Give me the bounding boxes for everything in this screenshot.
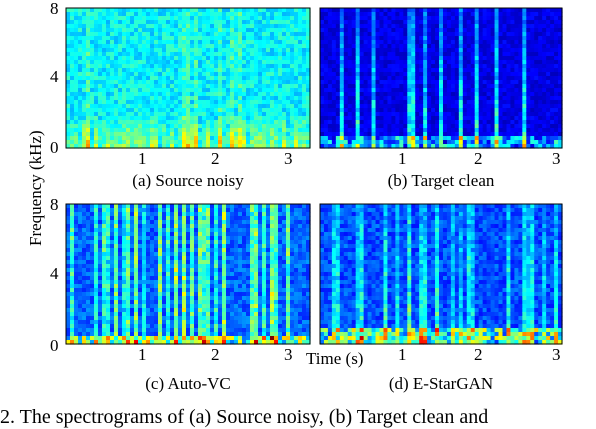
- x-tick-label: 1: [138, 345, 147, 364]
- x-tick-label: 1: [138, 149, 147, 168]
- y-tick-label: 4: [50, 264, 59, 283]
- x-axis-label: Time (s): [306, 349, 364, 368]
- x-tick-label: 2: [211, 149, 220, 168]
- y-tick-label: 4: [50, 67, 59, 86]
- spectrogram-c: [65, 203, 311, 345]
- y-tick-label: 8: [50, 0, 59, 18]
- x-tick-label: 2: [211, 345, 220, 364]
- x-tick-label: 3: [552, 345, 561, 364]
- x-tick-label: 2: [474, 345, 483, 364]
- x-tick-label: 3: [284, 149, 293, 168]
- x-tick-label: 2: [474, 149, 483, 168]
- x-tick-label: 1: [398, 149, 407, 168]
- y-tick-label: 0: [50, 138, 59, 157]
- x-tick-label: 3: [284, 345, 293, 364]
- figure-caption: 2. The spectrograms of (a) Source noisy,…: [0, 406, 489, 428]
- spectrogram-d: [319, 203, 563, 345]
- spectrogram-a: [65, 7, 311, 149]
- panel-d-caption: (d) E-StarGAN: [388, 374, 494, 393]
- y-tick-label: 8: [50, 195, 59, 214]
- y-axis-label: Frequency (kHz): [26, 130, 45, 246]
- panel-a-caption: (a) Source noisy: [132, 171, 244, 190]
- spectrogram-b: [319, 7, 563, 149]
- y-tick-label: 0: [50, 336, 59, 355]
- x-tick-label: 3: [552, 149, 561, 168]
- panel-b-caption: (b) Target clean: [387, 171, 495, 190]
- panel-c-caption: (c) Auto-VC: [145, 374, 231, 393]
- x-tick-label: 1: [398, 345, 407, 364]
